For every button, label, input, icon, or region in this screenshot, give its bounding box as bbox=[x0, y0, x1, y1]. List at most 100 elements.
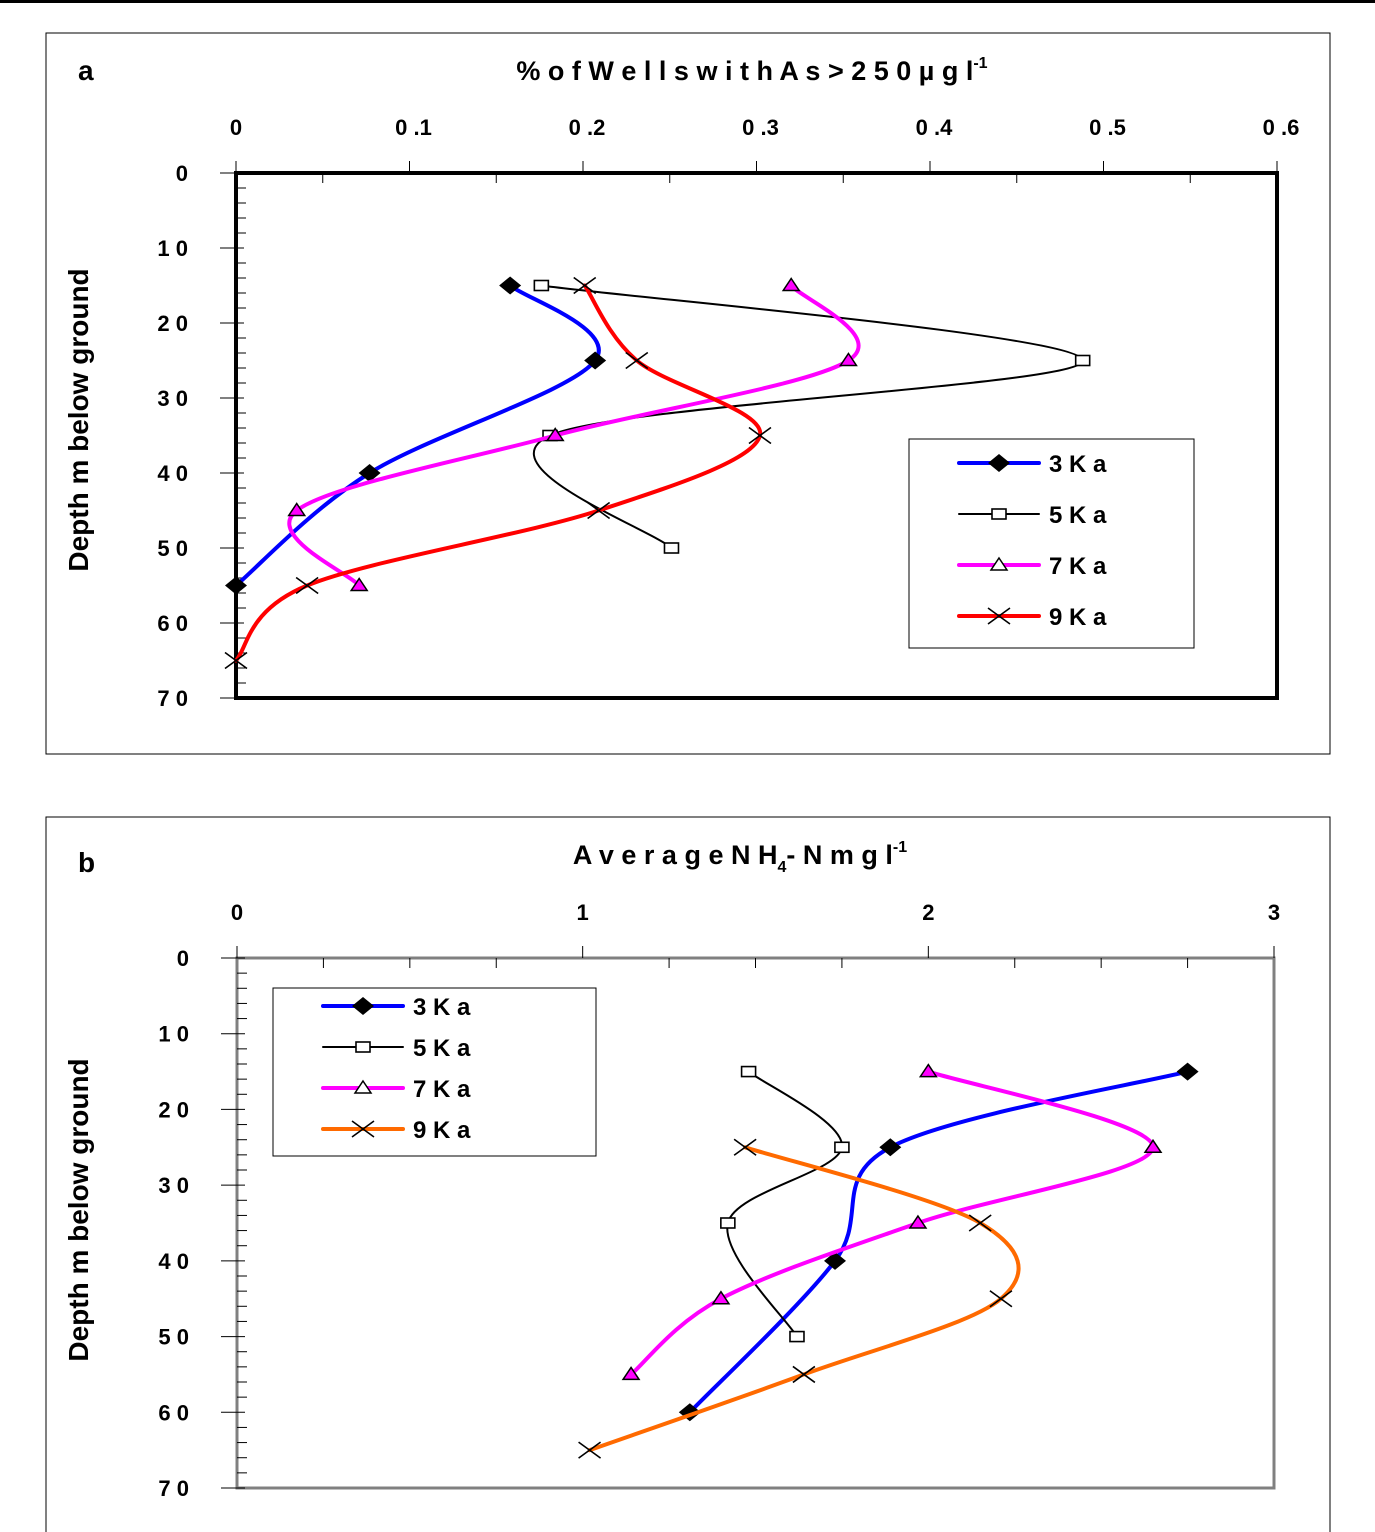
panel-a-frame bbox=[45, 32, 1331, 755]
diamond-marker-icon bbox=[352, 997, 374, 1015]
triangle-marker-icon bbox=[711, 1290, 731, 1305]
x-tick-label: 0 bbox=[231, 900, 243, 925]
panel-a-ylabel: Depth m below ground bbox=[63, 268, 94, 571]
y-tick-label: 5 0 bbox=[157, 536, 188, 561]
x-marker-icon bbox=[748, 426, 772, 445]
legend-item: 5 K a bbox=[322, 1035, 471, 1062]
x-marker-icon bbox=[733, 1138, 757, 1156]
x-tick-label: 0 .5 bbox=[1089, 115, 1126, 140]
square-marker-icon bbox=[740, 1065, 757, 1078]
triangle-marker-icon bbox=[353, 1079, 373, 1094]
square-marker-icon bbox=[663, 542, 680, 554]
legend-label: 3 K a bbox=[1049, 451, 1107, 478]
x-marker-icon bbox=[792, 1365, 816, 1384]
x-marker-icon bbox=[968, 1214, 992, 1232]
diamond-marker-icon bbox=[358, 464, 381, 482]
square-marker-icon bbox=[834, 1141, 850, 1154]
legend-label: 9 K a bbox=[413, 1117, 471, 1144]
series-9ka bbox=[578, 1138, 1021, 1459]
x-marker-icon bbox=[295, 576, 319, 595]
panel-b-title: A v e r a g e N H4- N m g l-1 bbox=[573, 839, 907, 876]
panel-b-title-part1: A v e r a g e N H bbox=[573, 840, 778, 870]
triangle-marker-icon bbox=[839, 352, 858, 367]
diamond-marker-icon bbox=[499, 276, 522, 295]
legend-box bbox=[908, 438, 1195, 649]
x-tick-label: 1 bbox=[577, 900, 589, 925]
series-9ka bbox=[224, 276, 772, 670]
x-tick-label: 0 .4 bbox=[916, 115, 953, 140]
y-tick-label: 2 0 bbox=[158, 1097, 189, 1122]
triangle-marker-icon bbox=[1143, 1138, 1163, 1154]
y-tick-label: 4 0 bbox=[158, 1249, 189, 1274]
legend-label: 7 K a bbox=[1049, 553, 1107, 580]
top-rule bbox=[0, 0, 1375, 3]
y-tick-label: 7 0 bbox=[158, 1476, 189, 1501]
series-line bbox=[532, 284, 1084, 549]
series-5ka bbox=[720, 1065, 850, 1343]
x-tick-label: 0 .1 bbox=[395, 115, 432, 140]
panel-a-legend: 3 K a 5 K a 7 K a 9 K a bbox=[908, 438, 1195, 649]
x-tick-label: 2 bbox=[922, 900, 934, 925]
legend-item: 9 K a bbox=[321, 1117, 471, 1144]
diamond-marker-icon bbox=[879, 1138, 902, 1157]
x-marker-icon bbox=[989, 1290, 1013, 1308]
x-tick-label: 0 .3 bbox=[742, 115, 779, 140]
panel-a-title-sup: -1 bbox=[973, 55, 987, 72]
triangle-marker-icon bbox=[545, 427, 565, 442]
x-marker-icon bbox=[578, 1441, 602, 1459]
legend-label: 5 K a bbox=[413, 1035, 471, 1062]
y-tick-label: 5 0 bbox=[158, 1325, 189, 1350]
panel-a-title-main: % o f W e l l s w i t h A s > 2 5 0 µ g … bbox=[516, 56, 973, 86]
x-marker-icon bbox=[987, 607, 1011, 625]
x-marker-icon bbox=[573, 276, 597, 295]
legend-label: 7 K a bbox=[413, 1076, 471, 1103]
x-tick-label: 0 .6 bbox=[1263, 115, 1300, 140]
x-marker-icon bbox=[587, 501, 611, 520]
panel-b-letter: b bbox=[78, 847, 95, 878]
y-tick-label: 7 0 bbox=[157, 686, 188, 711]
legend-label: 9 K a bbox=[1049, 604, 1107, 631]
diamond-marker-icon bbox=[824, 1251, 847, 1270]
legend-item: 3 K a bbox=[321, 994, 471, 1021]
diamond-marker-icon bbox=[225, 576, 247, 595]
diamond-marker-icon bbox=[584, 351, 607, 370]
legend-item: 7 K a bbox=[321, 1076, 471, 1103]
triangle-marker-icon bbox=[621, 1366, 641, 1381]
series-line bbox=[629, 1069, 1156, 1377]
triangle-marker-icon bbox=[908, 1214, 928, 1229]
x-tick-label: 3 bbox=[1268, 900, 1280, 925]
legend-item: 9 K a bbox=[957, 604, 1107, 631]
legend-item: 3 K a bbox=[957, 451, 1107, 478]
triangle-marker-icon bbox=[287, 502, 307, 517]
y-tick-label: 6 0 bbox=[157, 611, 188, 636]
square-marker-icon bbox=[720, 1217, 736, 1229]
panel-a-title: % o f W e l l s w i t h A s > 2 5 0 µ g … bbox=[516, 55, 987, 86]
y-tick-label: 6 0 bbox=[158, 1400, 189, 1425]
series-3ka bbox=[678, 1062, 1199, 1422]
diamond-marker-icon bbox=[1176, 1062, 1199, 1081]
y-tick-label: 0 bbox=[176, 161, 188, 186]
y-tick-label: 1 0 bbox=[158, 1022, 189, 1047]
panel-a-plot: 0 0 .1 0 .2 0 .3 0 .4 0 .5 0 .6 0 1 0 2 0 3 0 4 0 5 … bbox=[157, 115, 1299, 711]
legend-item: 7 K a bbox=[957, 553, 1107, 580]
series-7ka bbox=[621, 1063, 1163, 1381]
square-marker-icon bbox=[533, 279, 550, 292]
y-tick-label: 1 0 bbox=[157, 236, 188, 261]
square-marker-icon bbox=[789, 1330, 805, 1343]
y-tick-label: 3 0 bbox=[157, 386, 188, 411]
x-tick-label: 0 .2 bbox=[569, 115, 606, 140]
y-tick-label: 0 bbox=[177, 946, 189, 971]
x-marker-icon bbox=[625, 351, 649, 370]
legend-item: 5 K a bbox=[958, 502, 1107, 529]
x-marker-icon bbox=[224, 651, 248, 670]
panel-b-title-part2: - N m g l bbox=[786, 840, 893, 870]
series-line bbox=[287, 283, 861, 588]
series-7ka bbox=[287, 277, 861, 592]
panel-b-ylabel: Depth m below ground bbox=[63, 1058, 94, 1361]
panel-b-plot: 0 1 2 3 0 1 0 2 0 3 0 4 0 5 0 6 0 7 0 bbox=[158, 900, 1280, 1501]
triangle-marker-icon bbox=[989, 556, 1009, 571]
x-tick-label: 0 bbox=[230, 115, 242, 140]
y-tick-label: 4 0 bbox=[157, 461, 188, 486]
legend-label: 5 K a bbox=[1049, 502, 1107, 529]
